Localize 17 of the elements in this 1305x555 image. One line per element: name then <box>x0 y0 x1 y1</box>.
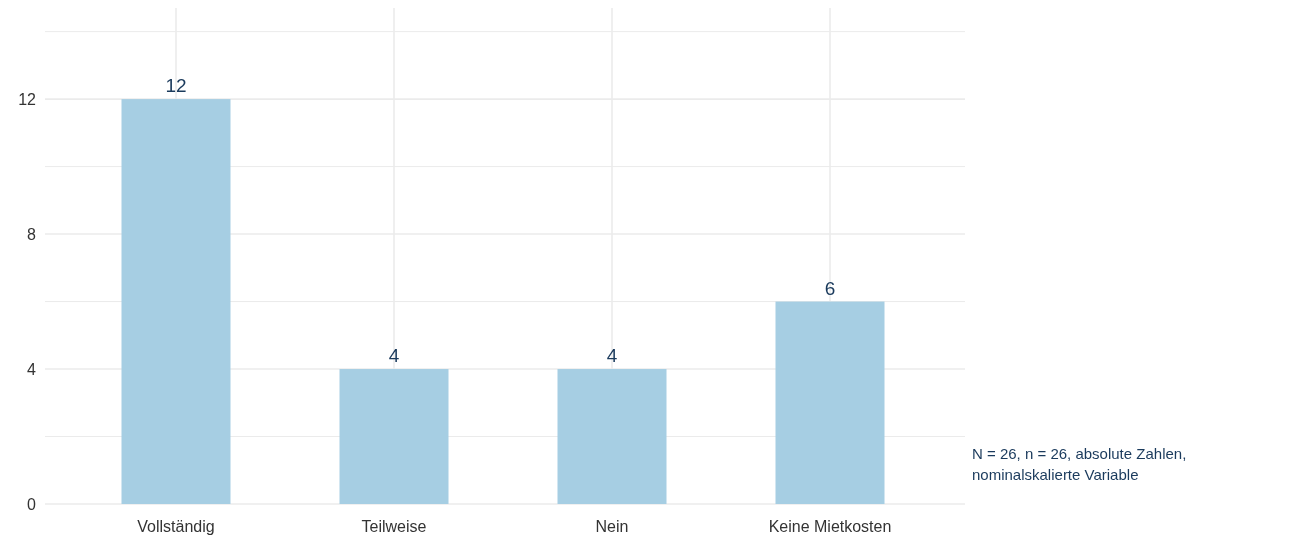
y-tick-label: 0 <box>27 495 37 513</box>
x-tick-label: Vollständig <box>137 518 215 535</box>
data-label: 4 <box>388 345 400 367</box>
y-tick-label: 12 <box>18 90 37 108</box>
y-tick-label: 8 <box>27 225 37 243</box>
data-label: 12 <box>165 75 187 97</box>
x-tick-label: Keine Mietkosten <box>768 518 892 535</box>
x-tick-label: Teilweise <box>361 518 427 535</box>
x-tick-label: Nein <box>595 518 629 535</box>
bar <box>557 369 667 504</box>
text: N = 26, n = 26, absolute Zahlen, nominalskalierte Variable <box>972 445 1187 483</box>
y-tick-label: 4 <box>27 360 37 378</box>
bar <box>775 301 885 504</box>
bar <box>121 99 231 504</box>
data-label: 4 <box>606 345 618 367</box>
bar <box>339 369 449 504</box>
data-label: 6 <box>824 277 836 299</box>
